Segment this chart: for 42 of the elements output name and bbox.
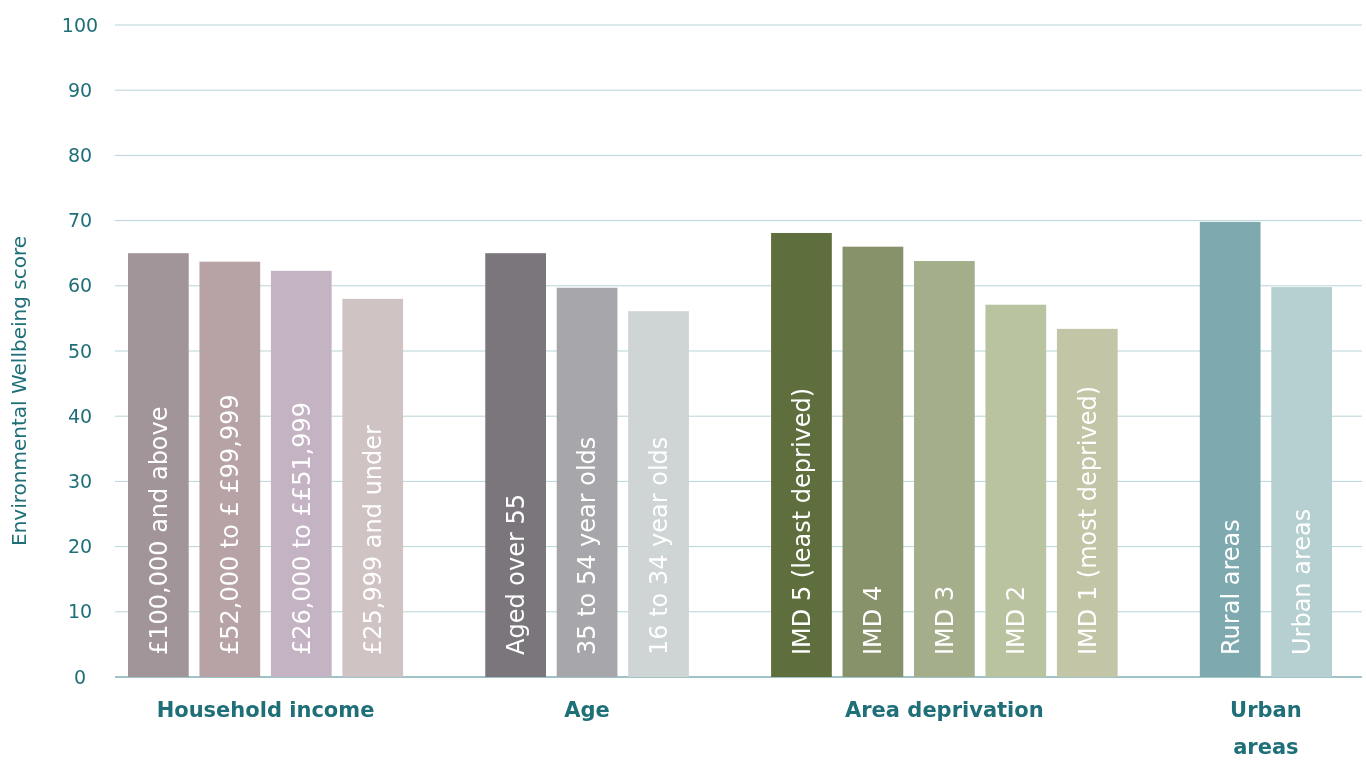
y-tick-label: 40	[67, 404, 93, 427]
y-tick-label: 100	[61, 13, 99, 36]
y-tick-label: 70	[67, 209, 93, 232]
x-tick-label: Urban areas	[1288, 508, 1317, 655]
x-tick-label: IMD 5 (least deprived)	[787, 387, 816, 655]
y-tick-label: 0	[73, 665, 87, 688]
y-tick-label: 30	[67, 470, 93, 493]
x-tick-label: Aged over 55	[502, 494, 531, 655]
bar	[985, 304, 1047, 677]
bar	[342, 298, 404, 677]
x-tick-label: 35 to 54 year olds	[573, 436, 602, 655]
bar	[771, 232, 832, 677]
x-tick-label: IMD 3	[930, 585, 959, 655]
text: Area deprivation	[845, 698, 1044, 722]
bar	[556, 287, 618, 677]
bar	[270, 270, 332, 677]
y-tick-label: 20	[67, 535, 93, 558]
x-tick-label: IMD 4	[859, 585, 888, 655]
bar	[128, 253, 189, 677]
y-tick-label: 90	[67, 78, 93, 101]
y-tick-label: 60	[67, 274, 93, 297]
y-tick-label: 10	[67, 600, 93, 623]
bar	[1056, 328, 1118, 677]
bar	[842, 246, 904, 677]
y-tick-label: 50	[67, 339, 93, 362]
text: Age	[564, 698, 610, 722]
x-tick-label: £52,000 to £ £99,999	[216, 394, 245, 655]
text: Urban areas	[1230, 698, 1302, 759]
x-tick-label: £25,999 and under	[359, 424, 388, 655]
text: Household income	[156, 698, 375, 722]
bar	[628, 311, 689, 677]
bar	[485, 253, 547, 677]
x-tick-label: IMD 1 (most deprived)	[1073, 385, 1102, 655]
x-tick-label: IMD 2	[1002, 585, 1031, 655]
y-axis-title: Environmental Wellbeing score	[7, 236, 31, 546]
bar	[1199, 221, 1261, 677]
x-tick-label: Rural areas	[1216, 519, 1245, 655]
x-tick-label: £26,000 to ££51,999	[287, 401, 316, 655]
y-tick-label: 80	[67, 144, 93, 167]
bar	[913, 261, 975, 677]
x-tick-label: £100,000 and above	[144, 406, 173, 655]
bar	[199, 261, 261, 677]
